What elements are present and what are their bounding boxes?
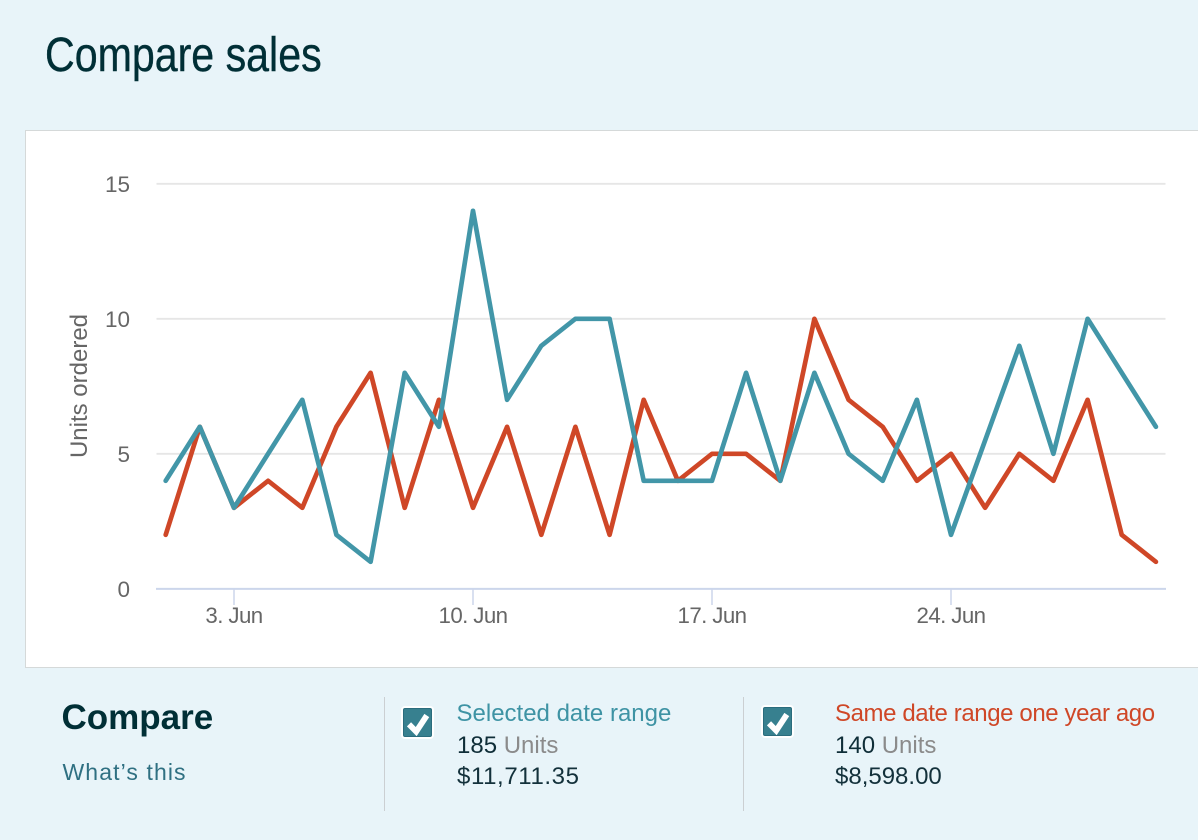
svg-text:17. Jun: 17. Jun <box>678 603 747 628</box>
svg-text:10: 10 <box>105 307 130 332</box>
svg-text:10. Jun: 10. Jun <box>439 603 508 628</box>
svg-text:Units ordered: Units ordered <box>66 314 93 458</box>
svg-text:5: 5 <box>117 442 130 467</box>
svg-text:15: 15 <box>105 172 130 197</box>
svg-text:0: 0 <box>117 577 130 602</box>
svg-text:3. Jun: 3. Jun <box>205 603 262 628</box>
svg-text:24. Jun: 24. Jun <box>917 603 986 628</box>
